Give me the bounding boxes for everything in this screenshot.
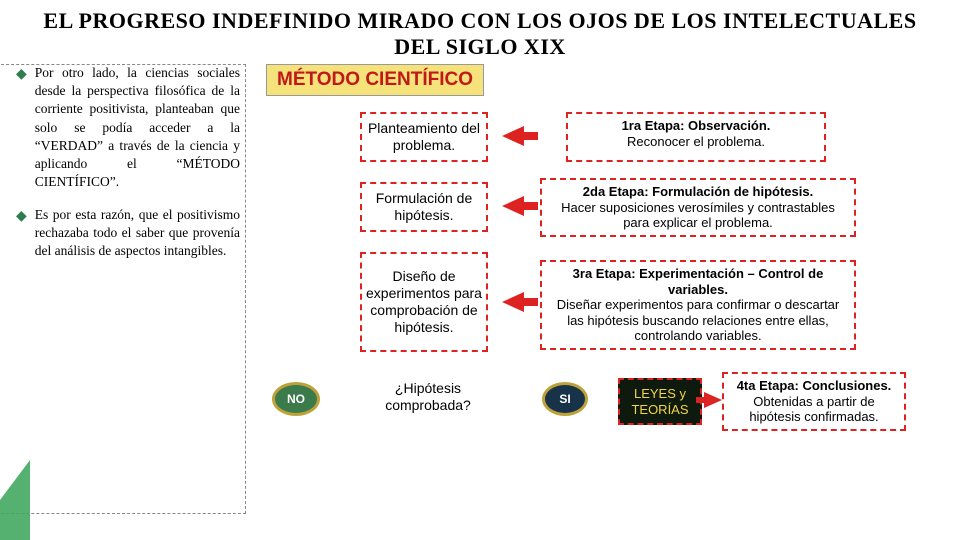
- bullet-item: ◆ Por otro lado, la ciencias sociales de…: [16, 64, 246, 192]
- stage-desc: Reconocer el problema.: [627, 134, 765, 149]
- stage-box-3: 3ra Etapa: Experimentación – Control de …: [540, 260, 856, 350]
- flow-box-formulacion: Formulación de hipótesis.: [360, 182, 488, 232]
- diamond-bullet-icon: ◆: [16, 66, 27, 192]
- leyes-teorias-box: LEYES y TEORÍAS: [618, 378, 702, 425]
- main-content: ◆ Por otro lado, la ciencias sociales de…: [0, 64, 960, 514]
- page-title: EL PROGRESO INDEFINIDO MIRADO CON LOS OJ…: [0, 0, 960, 64]
- left-column: ◆ Por otro lado, la ciencias sociales de…: [16, 64, 246, 514]
- stage-box-4: 4ta Etapa: Conclusiones. Obtenidas a par…: [722, 372, 906, 431]
- stage-title: 3ra Etapa: Experimentación – Control de …: [548, 266, 848, 297]
- stage-desc: Diseñar experimentos para confirmar o de…: [557, 297, 840, 343]
- stage-desc: Obtenidas a partir de hipótesis confirma…: [749, 394, 878, 425]
- arrow-right-icon: [704, 392, 722, 408]
- stage-desc: Hacer suposiciones verosímiles y contras…: [561, 200, 835, 231]
- flow-box-planteamiento: Planteamiento del problema.: [360, 112, 488, 162]
- stage-box-2: 2da Etapa: Formulación de hipótesis. Hac…: [540, 178, 856, 237]
- arrow-left-icon: [502, 292, 524, 312]
- arrow-left-icon: [502, 126, 524, 146]
- leyes-line2: TEORÍAS: [631, 402, 688, 417]
- si-ellipse: SI: [542, 382, 588, 416]
- leyes-line1: LEYES y: [634, 386, 686, 401]
- stage-title: 4ta Etapa: Conclusiones.: [730, 378, 898, 394]
- bullet-item: ◆ Es por esta razón, que el positivismo …: [16, 206, 246, 261]
- stage-title: 1ra Etapa: Observación.: [574, 118, 818, 134]
- flowchart-diagram: MÉTODO CIENTÍFICO Planteamiento del prob…: [256, 64, 952, 514]
- stage-box-1: 1ra Etapa: Observación. Reconocer el pro…: [566, 112, 826, 162]
- diamond-bullet-icon: ◆: [16, 208, 27, 261]
- decision-question: ¿Hipótesis comprobada?: [364, 380, 492, 414]
- no-ellipse: NO: [272, 382, 320, 416]
- bullet-text: Es por esta razón, que el positivismo re…: [35, 206, 240, 261]
- arrow-left-icon: [502, 196, 524, 216]
- stage-title: 2da Etapa: Formulación de hipótesis.: [548, 184, 848, 200]
- flow-box-diseno: Diseño de experimentos para comprobación…: [360, 252, 488, 352]
- bullet-text: Por otro lado, la ciencias sociales desd…: [35, 64, 240, 192]
- method-title: MÉTODO CIENTÍFICO: [266, 64, 484, 96]
